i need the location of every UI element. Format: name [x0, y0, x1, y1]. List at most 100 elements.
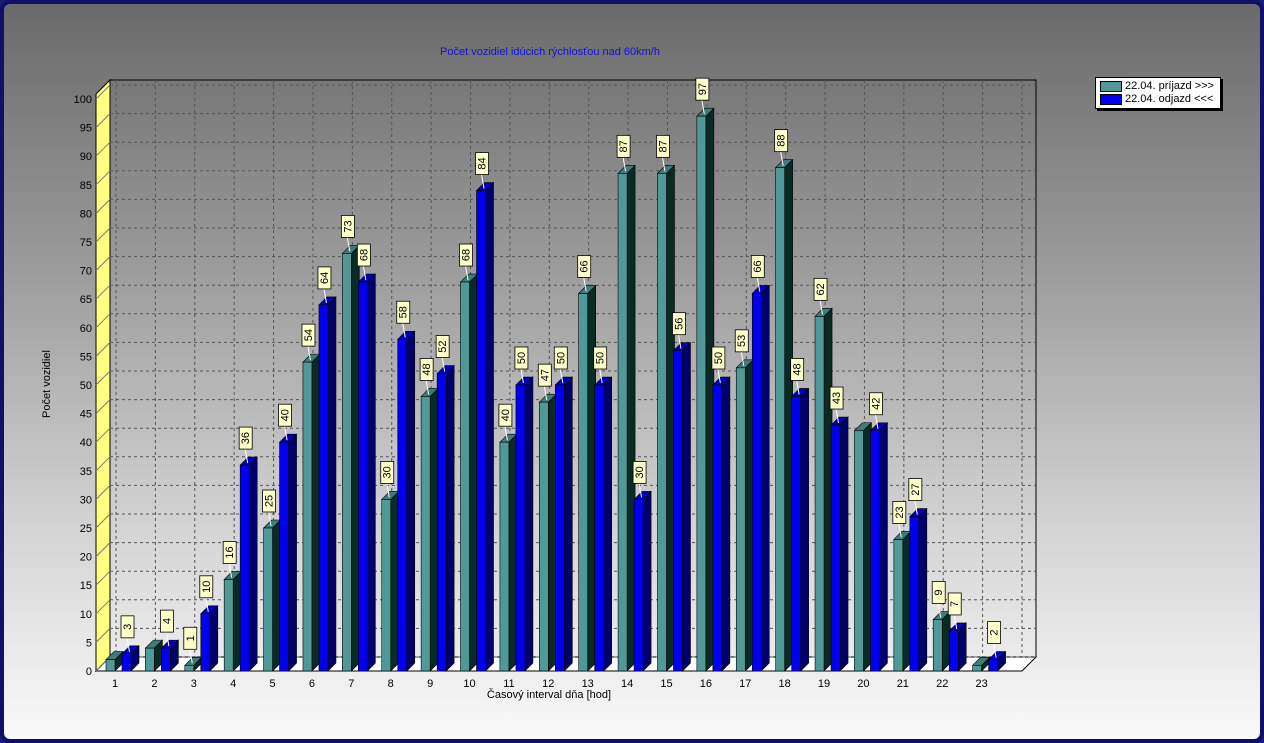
legend-label-departure: 22.04. odjazd <<<: [1125, 93, 1214, 105]
data-label-leader: [677, 334, 682, 349]
data-label-box: [301, 323, 316, 347]
bar: [633, 499, 644, 672]
data-label-leader: [425, 380, 430, 395]
x-tick-label: 4: [230, 678, 236, 690]
data-label-box: [616, 134, 631, 158]
y-tick-label: 30: [80, 494, 92, 506]
y-grid-depth: [95, 113, 111, 128]
data-label-leader: [126, 637, 130, 652]
x-tick-label: 18: [779, 678, 791, 690]
bar: [617, 173, 628, 672]
data-label-leader: [481, 174, 485, 189]
bar: [420, 396, 431, 672]
data-label-box: [380, 460, 395, 484]
bar-side: [918, 507, 928, 672]
bar: [814, 316, 825, 672]
data-label-leader: [362, 265, 367, 281]
data-label-leader: [323, 288, 327, 304]
bar: [342, 253, 352, 672]
data-label-box: [120, 615, 135, 639]
data-label-box: [459, 243, 473, 267]
data-label: 48: [792, 363, 804, 375]
bar: [460, 281, 470, 672]
data-label: 43: [831, 392, 843, 404]
data-label-box: [396, 300, 411, 324]
y-tick-label: 95: [80, 123, 92, 135]
bar: [751, 293, 762, 672]
bar: [184, 664, 195, 672]
data-label-box: [908, 478, 923, 501]
x-tick-label: 7: [348, 678, 354, 690]
data-label-box: [577, 255, 592, 278]
bar: [893, 539, 904, 672]
data-label-leader: [465, 265, 469, 281]
data-label-leader: [284, 426, 288, 441]
y-grid-depth: [95, 370, 111, 386]
data-label: 7: [949, 601, 961, 607]
chart-title: Počet vozidiel idúcich rýchlosťou nad 60…: [440, 46, 660, 58]
data-label-leader: [819, 300, 824, 315]
data-label-leader: [780, 151, 784, 166]
data-label-leader: [756, 277, 761, 292]
bar-side: [879, 422, 888, 672]
data-label-leader: [796, 380, 800, 395]
bar: [515, 384, 526, 672]
data-label-box: [632, 460, 647, 484]
bar-side: [603, 376, 612, 672]
bar: [436, 373, 447, 672]
data-label: 40: [500, 409, 512, 421]
data-label: 87: [657, 140, 669, 152]
y-tick-label: 70: [80, 266, 92, 278]
bar: [476, 190, 486, 672]
data-label-leader: [402, 323, 406, 338]
bar: [712, 384, 723, 672]
data-label: 73: [342, 220, 354, 232]
bar: [932, 619, 943, 672]
y-grid-depth: [95, 399, 111, 414]
data-label: 53: [736, 335, 748, 347]
left-wall: [95, 78, 111, 673]
x-tick-label: 6: [309, 678, 315, 690]
bar: [909, 516, 920, 672]
data-label-box: [829, 386, 844, 410]
data-label-leader: [559, 368, 564, 384]
bar-side: [209, 605, 219, 672]
y-grid-depth: [95, 427, 111, 443]
data-label-leader: [937, 603, 942, 618]
x-tick-label: 5: [270, 678, 276, 690]
data-label-box: [475, 152, 489, 175]
bar: [263, 527, 273, 672]
y-tick-label: 80: [80, 208, 92, 220]
data-label: 4: [161, 618, 173, 624]
legend-item-departure: 22.04. odjazd <<<: [1100, 93, 1213, 106]
data-label-leader: [622, 157, 627, 172]
data-label: 23: [894, 506, 906, 518]
y-grid-depth: [95, 570, 111, 586]
bar: [499, 441, 510, 672]
legend: 22.04. príjazd >>> 22.04. odjazd <<<: [1095, 77, 1221, 109]
y-grid-depth: [95, 284, 111, 300]
data-label-leader: [228, 563, 233, 578]
data-label-leader: [165, 632, 170, 647]
data-label-leader: [543, 386, 548, 401]
y-tick-label: 75: [80, 237, 92, 249]
data-label-box: [317, 266, 332, 290]
y-tick-label: 15: [80, 580, 92, 592]
bar: [200, 613, 211, 672]
data-label-box: [656, 134, 670, 158]
data-label-box: [419, 358, 434, 381]
bar: [279, 441, 289, 672]
y-tick-label: 65: [80, 294, 92, 306]
data-label-leader: [386, 483, 390, 498]
y-tick-label: 20: [80, 552, 92, 564]
data-label-box: [498, 403, 513, 427]
bar: [735, 367, 746, 672]
x-tick-label: 8: [388, 678, 394, 690]
x-tick-label: 17: [739, 678, 751, 690]
bar-side: [248, 456, 258, 672]
data-label: 25: [264, 495, 276, 507]
data-label-box: [672, 312, 686, 336]
data-label: 50: [713, 352, 725, 364]
data-label-box: [987, 621, 1002, 644]
